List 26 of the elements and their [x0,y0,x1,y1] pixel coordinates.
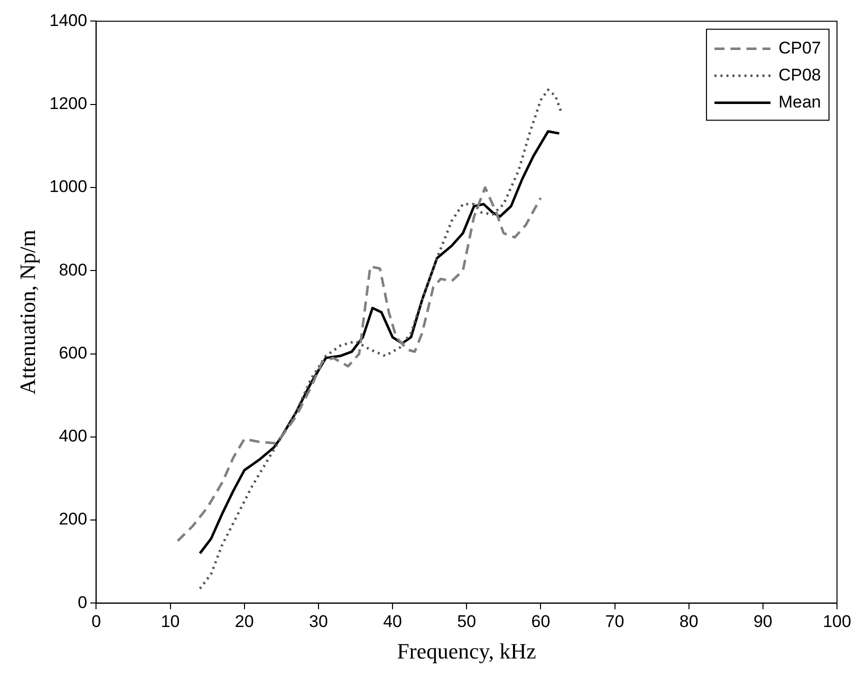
x-tick-label: 30 [308,612,328,632]
x-tick-label: 50 [457,612,476,632]
legend-label: CP08 [778,65,822,84]
y-tick-label: 400 [58,426,88,446]
y-tick-label: 200 [58,510,88,529]
x-tick-label: 10 [160,612,180,632]
x-tick-label: 80 [679,612,698,632]
legend-label: CP07 [778,38,822,58]
y-tick-label: 800 [58,260,88,280]
x-tick-label: 60 [531,612,550,632]
line-series [176,186,542,542]
y-tick-label: 600 [58,343,88,362]
x-tick-label: 40 [383,612,402,632]
x-tick-label: 70 [605,612,624,632]
x-axis-title: Frequency, kHz [397,638,536,664]
y-axis-title: Attenuation, Np/m [14,230,40,395]
y-tick-label: 1000 [49,177,88,196]
x-tick-label: 20 [234,612,254,632]
x-tick-label: 90 [753,612,772,632]
x-tick-label: 100 [822,612,852,632]
y-tick-label: 1200 [49,94,88,114]
y-tick-label: 1400 [49,10,88,30]
y-tick-label: 0 [78,592,88,612]
line-series [198,88,563,590]
legend-label: Mean [778,92,822,112]
x-tick-label: 0 [91,612,101,632]
